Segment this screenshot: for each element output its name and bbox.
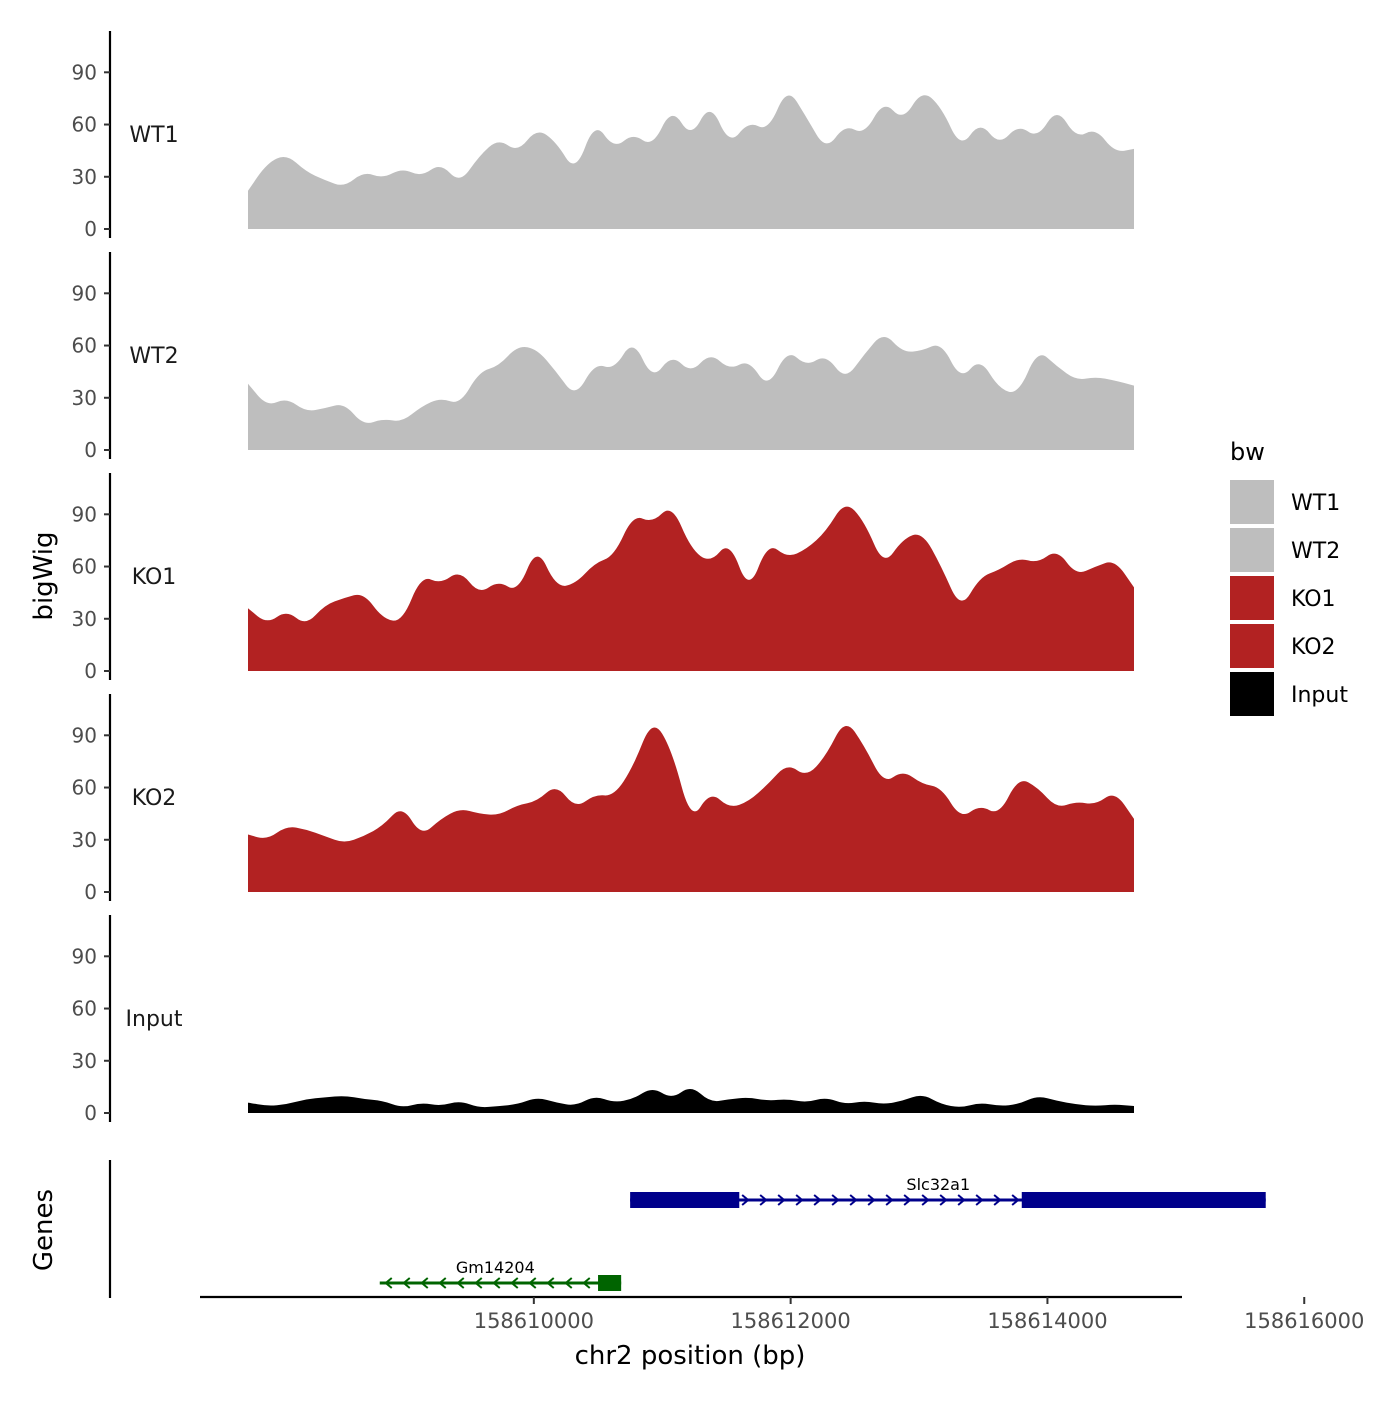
y-tick-label: 30	[72, 828, 97, 852]
track-ko2: 0 30 60 90 KO2	[72, 694, 1134, 904]
legend-label: WT1	[1291, 491, 1340, 516]
strand-chevron	[759, 1194, 768, 1206]
track-label: KO1	[132, 565, 177, 590]
genes-track: Slc32a1 Gm14204	[108, 1160, 1266, 1298]
x-tick-label: 158616000	[1244, 1309, 1364, 1333]
gene-label: Slc32a1	[906, 1175, 970, 1194]
x-tick-label: 158610000	[474, 1309, 594, 1333]
gene-exon	[598, 1275, 622, 1291]
y-tick-label: 90	[72, 944, 97, 968]
signal-area-ko2	[248, 725, 1134, 892]
strand-chevron	[849, 1194, 858, 1206]
strand-chevron	[885, 1194, 894, 1206]
x-tick-label: 158612000	[731, 1309, 851, 1333]
track-label: WT2	[129, 344, 178, 369]
strand-chevron	[993, 1194, 1002, 1206]
x-axis: 158610000 158612000 158614000 158616000	[200, 1295, 1364, 1333]
x-axis-title: chr2 position (bp)	[575, 1341, 806, 1371]
y-tick-label: 30	[72, 1049, 97, 1073]
legend-swatch	[1230, 576, 1274, 620]
x-tick-label: 158614000	[987, 1309, 1107, 1333]
strand-chevron	[903, 1194, 912, 1206]
gene-label: Gm14204	[456, 1258, 535, 1277]
strand-chevron	[867, 1194, 876, 1206]
strand-chevron	[528, 1277, 537, 1289]
strand-chevron	[975, 1194, 984, 1206]
legend-label: WT2	[1291, 539, 1340, 564]
strand-chevron	[582, 1277, 591, 1289]
y-tick-label: 0	[84, 880, 97, 904]
gene-exon	[1021, 1192, 1266, 1208]
legend-title: bw	[1230, 438, 1265, 466]
y-tick-label: 0	[84, 217, 97, 241]
strand-chevron	[957, 1194, 966, 1206]
y-tick-label: 60	[72, 555, 97, 579]
track-wt2: 0 30 60 90 WT2	[72, 252, 1134, 462]
y-tick-label: 60	[72, 334, 97, 358]
track-label: Input	[126, 1007, 183, 1032]
strand-chevron	[492, 1277, 501, 1289]
strand-chevron	[795, 1194, 804, 1206]
legend-label: KO1	[1291, 587, 1336, 612]
strand-chevron	[777, 1194, 786, 1206]
genes-track-title: Genes	[29, 1189, 59, 1271]
y-axis-title: bigWig	[29, 531, 59, 620]
strand-chevron	[939, 1194, 948, 1206]
strand-chevron	[1011, 1194, 1020, 1206]
y-tick-label: 60	[72, 776, 97, 800]
legend: WT1 WT2 KO1 KO2 Input	[1230, 480, 1348, 716]
strand-chevron	[831, 1194, 840, 1206]
legend-item-wt1: WT1	[1230, 480, 1340, 524]
y-tick-label: 90	[72, 60, 97, 84]
y-tick-label: 0	[84, 1101, 97, 1125]
gene-slc32a1: Slc32a1	[630, 1175, 1266, 1208]
strand-chevron	[510, 1277, 519, 1289]
y-tick-label: 90	[72, 723, 97, 747]
legend-swatch	[1230, 624, 1274, 668]
legend-swatch	[1230, 672, 1274, 716]
legend-item-wt2: WT2	[1230, 528, 1340, 572]
signal-area-wt2	[248, 337, 1134, 450]
strand-chevron	[813, 1194, 822, 1206]
signal-tracks: 0 30 60 90 WT1 0 30 60 90 WT2 0 30 60 90 KO1 0 30 60 90 KO2…	[72, 31, 1134, 1125]
signal-area-input	[248, 1088, 1134, 1113]
legend-item-ko1: KO1	[1230, 576, 1336, 620]
y-tick-label: 30	[72, 607, 97, 631]
y-tick-label: 30	[72, 165, 97, 189]
legend-item-input: Input	[1230, 672, 1348, 716]
legend-label: Input	[1291, 683, 1348, 708]
y-tick-label: 60	[72, 113, 97, 137]
strand-chevron	[420, 1277, 429, 1289]
signal-area-wt1	[248, 95, 1134, 230]
gene-exon	[630, 1192, 740, 1208]
strand-chevron	[921, 1194, 930, 1206]
legend-label: KO2	[1291, 635, 1336, 660]
y-tick-label: 0	[84, 438, 97, 462]
strand-chevron	[741, 1194, 750, 1206]
track-label: WT1	[129, 123, 178, 148]
legend-swatch	[1230, 528, 1274, 572]
track-ko1: 0 30 60 90 KO1	[72, 473, 1134, 683]
strand-chevron	[384, 1277, 393, 1289]
strand-chevron	[564, 1277, 573, 1289]
strand-chevron	[456, 1277, 465, 1289]
strand-chevron	[402, 1277, 411, 1289]
y-tick-label: 0	[84, 659, 97, 683]
track-label: KO2	[132, 786, 177, 811]
y-tick-label: 30	[72, 386, 97, 410]
strand-chevron	[546, 1277, 555, 1289]
legend-swatch	[1230, 480, 1274, 524]
track-input: 0 30 60 90 Input	[72, 915, 1134, 1125]
y-tick-label: 90	[72, 502, 97, 526]
signal-area-ko1	[248, 506, 1134, 671]
y-tick-label: 90	[72, 281, 97, 305]
legend-item-ko2: KO2	[1230, 624, 1336, 668]
strand-chevron	[438, 1277, 447, 1289]
gene-gm14204: Gm14204	[379, 1258, 622, 1291]
track-wt1: 0 30 60 90 WT1	[72, 31, 1134, 241]
strand-chevron	[474, 1277, 483, 1289]
y-tick-label: 60	[72, 997, 97, 1021]
